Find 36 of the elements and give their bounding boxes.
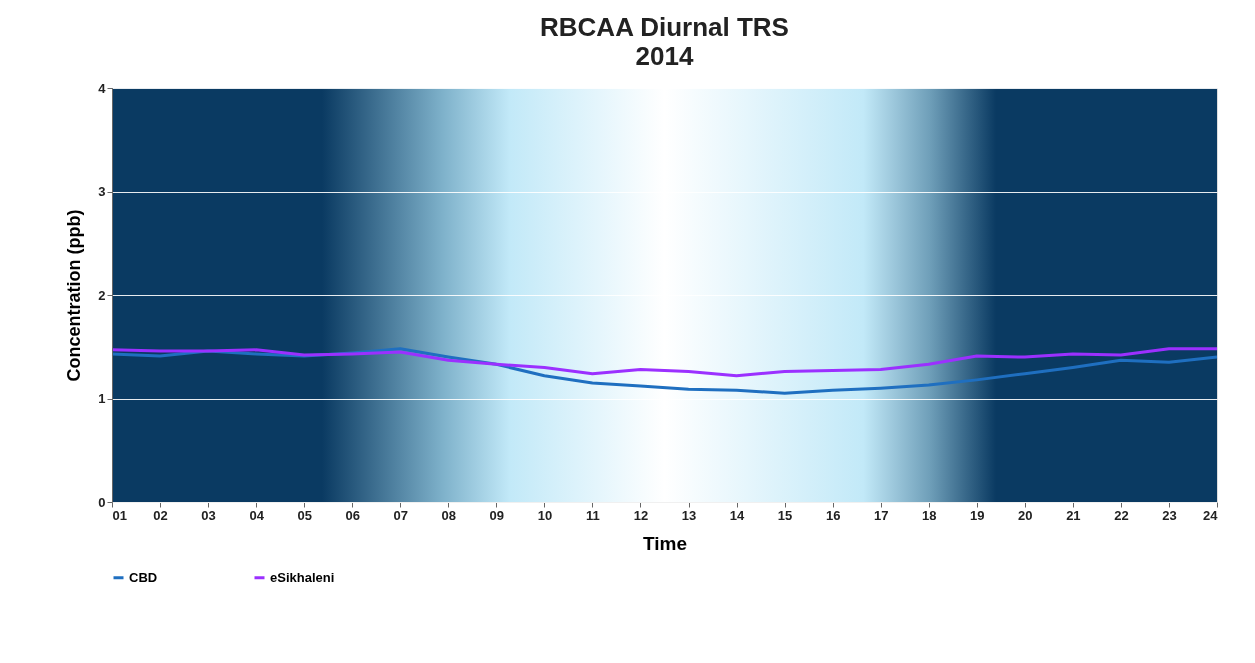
y-axis-title: Concentration (ppb) <box>64 209 85 382</box>
x-tick-label: 08 <box>441 507 457 523</box>
chart-subtitle: 2014 <box>635 41 694 71</box>
x-tick-label: 14 <box>729 507 746 523</box>
x-tick-label: 24 <box>1203 507 1219 523</box>
chart-title: RBCAA Diurnal TRS <box>540 12 789 42</box>
x-tick-label: 17 <box>873 507 889 523</box>
x-tick-label: 11 <box>586 507 600 523</box>
x-tick-label: 20 <box>1018 507 1033 523</box>
legend-label: CBD <box>129 569 158 585</box>
y-tick-label: 1 <box>98 391 106 406</box>
x-tick-label: 13 <box>681 507 697 523</box>
x-tick-label: 12 <box>633 507 649 523</box>
y-tick-label: 0 <box>98 494 106 510</box>
x-tick-label: 09 <box>489 507 505 523</box>
x-tick-label: 06 <box>345 507 360 523</box>
y-tick-label: 2 <box>98 287 106 303</box>
x-tick-label: 19 <box>970 507 985 523</box>
x-tick-label: 10 <box>537 507 553 523</box>
x-tick-label: 21 <box>1066 507 1081 523</box>
legend-label: eSikhaleni <box>270 569 335 585</box>
x-tick-label: 05 <box>297 507 312 523</box>
x-tick-label: 22 <box>1114 507 1129 523</box>
x-tick-label: 01 <box>112 507 127 523</box>
x-axis-title: Time <box>642 532 688 554</box>
x-tick-label: 03 <box>201 507 216 523</box>
y-tick-label: 3 <box>98 184 106 199</box>
x-tick-label: 15 <box>777 507 793 523</box>
x-tick-label: 07 <box>393 507 408 523</box>
line-series <box>110 347 1219 378</box>
y-tick-label: 4 <box>98 80 107 96</box>
x-tick-label: 04 <box>249 507 265 523</box>
x-tick-label: 16 <box>825 507 841 523</box>
x-tick-label: 18 <box>922 507 937 523</box>
x-tick-label: 23 <box>1162 507 1177 523</box>
x-tick-label: 02 <box>153 507 168 523</box>
